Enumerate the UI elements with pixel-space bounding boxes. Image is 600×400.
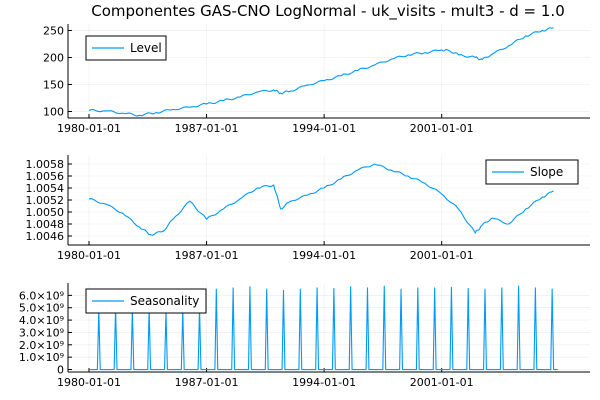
y-tick-label: 1.0046 [26,230,65,243]
x-tick-label: 1980-01-01 [57,376,121,389]
seasonality-panel: 1980-01-01 1987-01-01 1994-01-01 2001-01-01… [19,283,590,389]
series-line-seasonality [89,285,558,371]
level-panel: 1980-01-01 1987-01-01 1994-01-01 2001-01-01… [43,24,590,135]
legend: Seasonality [85,288,207,314]
legend-label: Seasonality [130,294,199,308]
y-tick-label: 150 [43,79,64,92]
y-tick-label: 100 [43,106,64,119]
x-tick-label: 1980-01-01 [57,122,121,135]
legend-label: Slope [530,165,563,179]
y-tick-label: 5.0×10⁹ [19,302,64,315]
x-tick-label: 1994-01-01 [292,376,356,389]
x-tick-label: 2001-01-01 [410,376,474,389]
y-tick-label: 1.0×10⁹ [19,351,64,364]
x-tick-label: 1980-01-01 [57,249,121,262]
slope-panel: 1980-01-01 1987-01-01 1994-01-01 2001-01-01… [26,155,590,262]
x-tick-label: 2001-01-01 [410,122,474,135]
y-tick-label: 1.0050 [26,206,65,219]
y-tick-label: 1.0056 [26,170,65,183]
x-tick-label: 1987-01-01 [175,249,239,262]
x-tick-label: 1994-01-01 [292,122,356,135]
y-tick-label: 3.0×10⁹ [19,326,64,339]
y-tick-label: 4.0×10⁹ [19,314,64,327]
y-tick-label: 250 [43,24,64,37]
x-tick-label: 1994-01-01 [292,249,356,262]
series-line-slope [88,163,554,236]
x-tick-label: 1987-01-01 [175,122,239,135]
legend-box [85,288,207,314]
x-tick-label: 2001-01-01 [410,249,474,262]
y-tick-label: 0 [57,364,64,377]
y-tick-label: 200 [43,51,64,64]
series-line-level [88,27,554,117]
legend-box [85,35,167,61]
legend-label: Level [130,41,162,55]
legend: Level [85,35,167,61]
y-tick-label: 1.0052 [26,194,65,207]
x-tick-label: 1987-01-01 [175,376,239,389]
legend: Slope [485,159,579,185]
y-tick-label: 6.0×10⁹ [19,289,64,302]
y-tick-label: 1.0058 [26,158,65,171]
y-tick-label: 1.0048 [26,218,65,231]
y-tick-label: 2.0×10⁹ [19,339,64,352]
y-tick-label: 1.0054 [26,182,65,195]
chart-title: Componentes GAS-CNO LogNormal - uk_visit… [91,2,565,21]
